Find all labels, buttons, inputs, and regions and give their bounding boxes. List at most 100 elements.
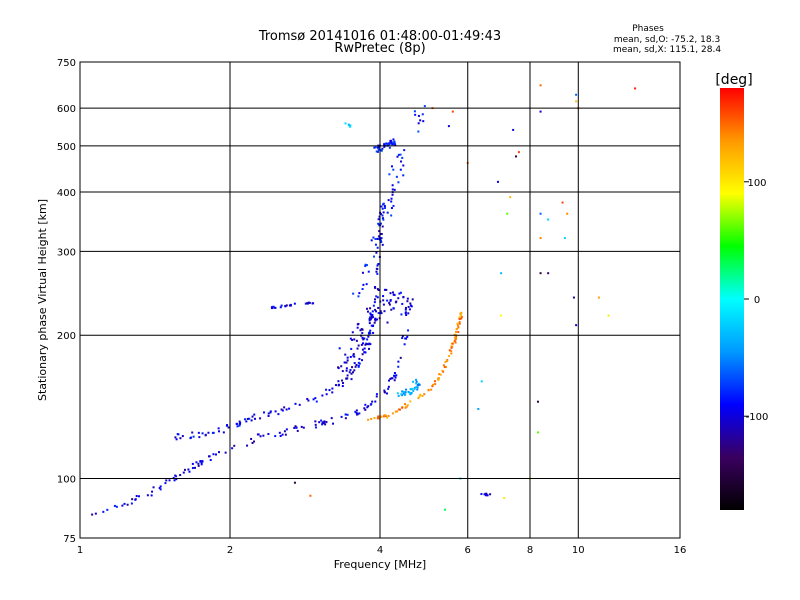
data-point bbox=[358, 412, 361, 415]
data-point bbox=[356, 326, 359, 329]
data-point bbox=[364, 263, 367, 266]
data-point bbox=[349, 368, 352, 371]
data-point bbox=[344, 122, 347, 125]
data-point bbox=[267, 433, 270, 436]
data-point bbox=[345, 369, 348, 372]
data-point bbox=[539, 212, 542, 215]
data-point bbox=[294, 425, 297, 428]
data-point bbox=[344, 413, 347, 416]
data-point bbox=[509, 196, 512, 199]
data-point bbox=[360, 343, 363, 346]
chart-title: Tromsø 20141016 01:48:00-01:49:43 bbox=[258, 29, 501, 44]
data-point bbox=[496, 180, 499, 183]
data-point bbox=[388, 143, 391, 146]
data-point bbox=[386, 392, 389, 395]
data-point bbox=[337, 380, 340, 383]
data-point bbox=[358, 362, 361, 365]
data-point bbox=[407, 305, 410, 308]
data-point bbox=[404, 308, 407, 311]
data-point bbox=[395, 300, 398, 303]
data-point bbox=[391, 188, 394, 191]
data-point bbox=[325, 421, 328, 424]
chart-subtitle: RwPretec (8p) bbox=[334, 41, 425, 56]
data-point bbox=[401, 335, 404, 338]
data-point bbox=[357, 295, 360, 298]
data-point bbox=[115, 505, 118, 508]
data-point bbox=[251, 441, 254, 444]
data-point bbox=[437, 379, 440, 382]
data-point bbox=[391, 377, 394, 380]
data-point bbox=[374, 298, 377, 301]
data-point bbox=[393, 379, 396, 382]
data-point bbox=[376, 237, 379, 240]
data-point bbox=[363, 351, 366, 354]
data-point bbox=[360, 328, 363, 331]
data-point bbox=[415, 386, 418, 389]
data-point bbox=[246, 417, 249, 420]
data-point bbox=[506, 212, 509, 215]
data-point bbox=[597, 296, 600, 299]
data-point bbox=[395, 175, 398, 178]
data-point bbox=[352, 354, 355, 357]
data-point bbox=[197, 431, 200, 434]
data-point bbox=[539, 84, 542, 87]
data-point bbox=[376, 417, 379, 420]
data-point bbox=[384, 414, 387, 417]
data-point bbox=[390, 308, 393, 311]
data-point bbox=[409, 388, 412, 391]
data-point bbox=[377, 235, 380, 238]
data-point bbox=[207, 431, 210, 434]
data-point bbox=[458, 317, 461, 320]
data-point bbox=[350, 378, 353, 381]
data-point bbox=[390, 377, 393, 380]
data-point bbox=[415, 380, 418, 383]
data-point bbox=[253, 413, 256, 416]
data-point bbox=[226, 424, 229, 427]
data-point bbox=[246, 444, 249, 447]
colorbar-label: [deg] bbox=[715, 72, 752, 88]
data-point bbox=[388, 146, 391, 149]
data-point bbox=[253, 440, 256, 443]
data-point bbox=[382, 202, 385, 205]
data-point bbox=[572, 296, 575, 299]
data-point bbox=[445, 366, 448, 369]
data-point bbox=[370, 324, 373, 327]
data-point bbox=[337, 383, 340, 386]
data-point bbox=[377, 218, 380, 221]
colorbar-ticks: 100 0 -100 bbox=[744, 178, 768, 423]
data-point bbox=[390, 165, 393, 168]
data-point bbox=[373, 255, 376, 258]
phases-stats-x: mean, sd,X: 115.1, 28.4 bbox=[613, 45, 721, 55]
data-point bbox=[423, 393, 426, 396]
data-point bbox=[187, 468, 190, 471]
data-point bbox=[280, 408, 283, 411]
data-point bbox=[547, 272, 550, 275]
data-point bbox=[417, 382, 420, 385]
data-point bbox=[390, 207, 393, 210]
data-point bbox=[159, 485, 162, 488]
data-point bbox=[406, 335, 409, 338]
data-point bbox=[256, 433, 259, 436]
data-point bbox=[453, 339, 456, 342]
data-point bbox=[191, 462, 194, 465]
data-point bbox=[563, 237, 566, 240]
data-point bbox=[344, 353, 347, 356]
data-point bbox=[293, 302, 296, 305]
data-point bbox=[278, 431, 281, 434]
data-point bbox=[314, 397, 317, 400]
data-point bbox=[227, 426, 230, 429]
data-point bbox=[134, 498, 137, 501]
data-point bbox=[361, 271, 364, 274]
data-point bbox=[381, 207, 384, 210]
data-point bbox=[399, 168, 402, 171]
data-point bbox=[389, 299, 392, 302]
data-point bbox=[137, 495, 140, 498]
x-tick-label: 10 bbox=[572, 545, 585, 556]
data-point bbox=[407, 329, 410, 332]
data-point bbox=[397, 394, 400, 397]
data-point bbox=[397, 153, 400, 156]
data-point bbox=[432, 383, 435, 386]
data-point bbox=[123, 502, 126, 505]
data-point bbox=[392, 307, 395, 310]
data-point bbox=[331, 387, 334, 390]
